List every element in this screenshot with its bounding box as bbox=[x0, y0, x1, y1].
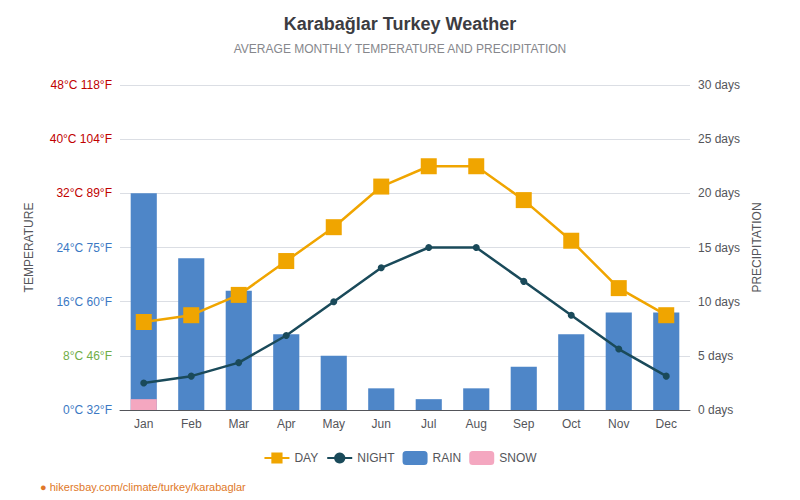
svg-text:Feb: Feb bbox=[181, 417, 202, 431]
svg-text:16°C 60°F: 16°C 60°F bbox=[56, 295, 112, 309]
svg-text:TEMPERATURE: TEMPERATURE bbox=[22, 203, 36, 293]
svg-text:30 days: 30 days bbox=[698, 78, 740, 92]
svg-text:NIGHT: NIGHT bbox=[357, 451, 395, 465]
svg-text:May: May bbox=[322, 417, 345, 431]
svg-text:0°C 32°F: 0°C 32°F bbox=[63, 403, 112, 417]
svg-text:15 days: 15 days bbox=[698, 241, 740, 255]
svg-text:Nov: Nov bbox=[608, 417, 629, 431]
svg-text:8°C 46°F: 8°C 46°F bbox=[63, 349, 112, 363]
svg-text:DAY: DAY bbox=[294, 451, 318, 465]
svg-text:Jan: Jan bbox=[134, 417, 153, 431]
svg-text:Sep: Sep bbox=[513, 417, 535, 431]
svg-text:● hikersbay.com/climate/turkey: ● hikersbay.com/climate/turkey/karabagla… bbox=[40, 481, 246, 493]
svg-text:25 days: 25 days bbox=[698, 132, 740, 146]
svg-text:SNOW: SNOW bbox=[499, 451, 537, 465]
svg-text:40°C 104°F: 40°C 104°F bbox=[50, 132, 112, 146]
svg-text:PRECIPITATION: PRECIPITATION bbox=[750, 202, 764, 292]
svg-text:Dec: Dec bbox=[656, 417, 677, 431]
svg-text:Karabağlar Turkey Weather: Karabağlar Turkey Weather bbox=[284, 14, 516, 34]
svg-text:20 days: 20 days bbox=[698, 186, 740, 200]
svg-text:Aug: Aug bbox=[466, 417, 487, 431]
svg-text:10 days: 10 days bbox=[698, 295, 740, 309]
svg-text:Jul: Jul bbox=[421, 417, 436, 431]
svg-text:AVERAGE MONTHLY TEMPERATURE AN: AVERAGE MONTHLY TEMPERATURE AND PRECIPIT… bbox=[234, 42, 567, 56]
svg-text:5 days: 5 days bbox=[698, 349, 733, 363]
svg-text:32°C 89°F: 32°C 89°F bbox=[56, 186, 112, 200]
svg-text:Jun: Jun bbox=[372, 417, 391, 431]
svg-text:24°C 75°F: 24°C 75°F bbox=[56, 241, 112, 255]
svg-text:48°C 118°F: 48°C 118°F bbox=[51, 78, 112, 92]
svg-text:0 days: 0 days bbox=[698, 403, 733, 417]
svg-text:Apr: Apr bbox=[277, 417, 296, 431]
svg-text:Mar: Mar bbox=[228, 417, 249, 431]
svg-text:Oct: Oct bbox=[562, 417, 581, 431]
svg-text:RAIN: RAIN bbox=[433, 451, 462, 465]
